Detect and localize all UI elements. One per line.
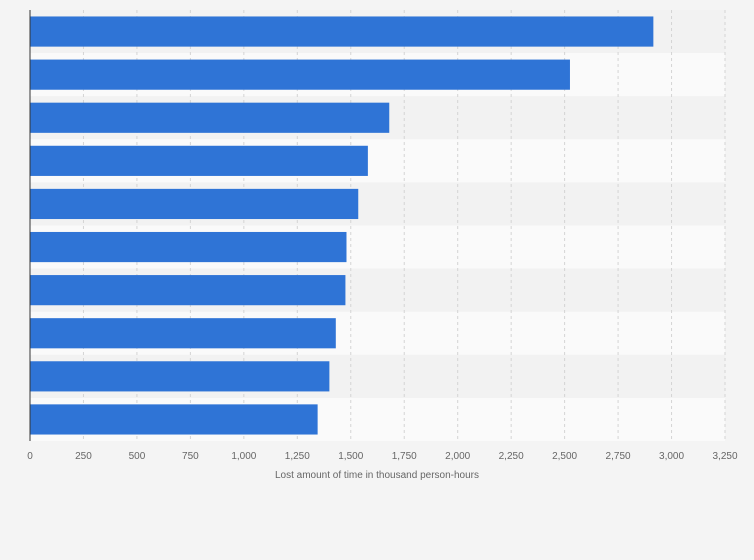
- bar: [30, 318, 336, 349]
- bar: [30, 361, 330, 392]
- x-tick-label: 1,000: [231, 451, 256, 462]
- bar: [30, 16, 654, 47]
- x-tick-label: 250: [75, 451, 92, 462]
- x-tick-label: 3,000: [659, 451, 684, 462]
- x-axis-title: Lost amount of time in thousand person-h…: [275, 470, 479, 481]
- bar: [30, 102, 390, 133]
- bar: [30, 231, 347, 263]
- x-tick-label: 1,500: [338, 451, 363, 462]
- bar: [30, 145, 368, 176]
- x-tick-label: 1,250: [285, 451, 310, 462]
- x-tick-label: 3,250: [712, 451, 737, 462]
- bars: [30, 16, 654, 435]
- x-tick-label: 0: [27, 451, 33, 462]
- x-tick-label: 750: [182, 451, 199, 462]
- bar: [30, 275, 346, 306]
- x-tick-label: 2,000: [445, 451, 470, 462]
- x-tick-label: 1,750: [392, 451, 417, 462]
- bar: [30, 188, 359, 220]
- x-tick-label: 2,500: [552, 451, 577, 462]
- x-tick-label: 500: [129, 451, 146, 462]
- bar: [30, 404, 318, 435]
- bar: [30, 59, 570, 90]
- x-tick-label: 2,750: [606, 451, 631, 462]
- x-tick-labels: 0 250 500 750 1,000 1,250 1,500 1,750 2,000 2,250…: [27, 451, 738, 462]
- x-tick-label: 2,250: [499, 451, 524, 462]
